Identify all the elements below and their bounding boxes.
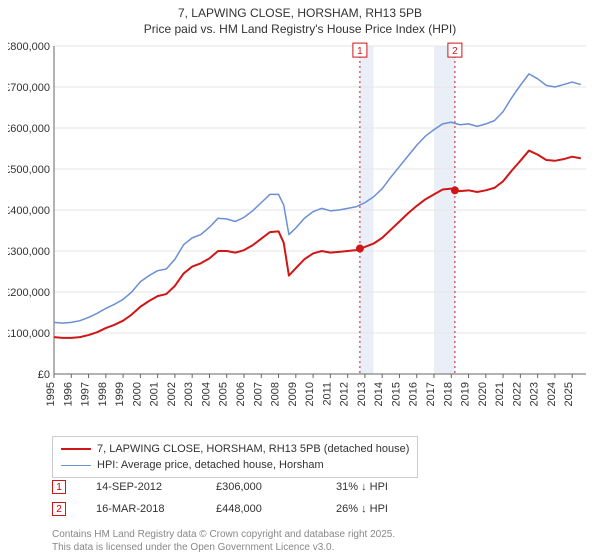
svg-text:2: 2	[452, 46, 458, 57]
svg-text:2016: 2016	[408, 382, 420, 406]
sale-badge-2: 2	[52, 502, 66, 516]
sale-row-1: 1 14-SEP-2012 £306,000 31% ↓ HPI	[52, 480, 582, 494]
title-line1: 7, LAPWING CLOSE, HORSHAM, RH13 5PB	[0, 6, 600, 22]
chart: £0 £100,000 £200,000 £300,000 £400,000 £500,0…	[8, 40, 592, 430]
sale-date-1: 14-SEP-2012	[96, 481, 216, 493]
svg-text:£700,000: £700,000	[8, 82, 50, 94]
svg-text:2014: 2014	[373, 382, 385, 406]
svg-text:2010: 2010	[304, 382, 316, 406]
svg-text:2024: 2024	[546, 382, 558, 406]
svg-text:2003: 2003	[183, 382, 195, 406]
svg-text:1: 1	[357, 46, 363, 57]
svg-text:2023: 2023	[529, 382, 541, 406]
svg-text:2000: 2000	[131, 382, 143, 406]
sale-price-2: £448,000	[216, 503, 336, 515]
svg-text:2013: 2013	[356, 382, 368, 406]
legend-label: 7, LAPWING CLOSE, HORSHAM, RH13 5PB (det…	[97, 443, 409, 455]
svg-text:2001: 2001	[149, 382, 161, 406]
svg-text:2004: 2004	[200, 382, 212, 406]
svg-text:£300,000: £300,000	[8, 246, 50, 258]
legend-label: HPI: Average price, detached house, Hors…	[97, 459, 324, 471]
svg-text:1995: 1995	[45, 382, 57, 406]
svg-text:1999: 1999	[114, 382, 126, 406]
svg-text:£800,000: £800,000	[8, 41, 50, 53]
svg-text:2002: 2002	[166, 382, 178, 406]
chart-title: 7, LAPWING CLOSE, HORSHAM, RH13 5PB Pric…	[0, 0, 600, 37]
sale-price-1: £306,000	[216, 481, 336, 493]
footer-line2: This data is licensed under the Open Gov…	[52, 542, 395, 555]
svg-text:£600,000: £600,000	[8, 123, 50, 135]
svg-text:2025: 2025	[563, 382, 575, 406]
svg-text:2009: 2009	[287, 382, 299, 406]
title-line2: Price paid vs. HM Land Registry's House …	[0, 22, 600, 38]
legend-row: 7, LAPWING CLOSE, HORSHAM, RH13 5PB (det…	[61, 441, 409, 457]
legend-swatch	[61, 465, 91, 466]
svg-text:2015: 2015	[390, 382, 402, 406]
sale-row-2: 2 16-MAR-2018 £448,000 26% ↓ HPI	[52, 502, 582, 516]
svg-text:£100,000: £100,000	[8, 328, 50, 340]
svg-text:£400,000: £400,000	[8, 205, 50, 217]
svg-text:2011: 2011	[321, 382, 333, 406]
svg-text:2019: 2019	[460, 382, 472, 406]
svg-text:£500,000: £500,000	[8, 164, 50, 176]
sale-date-2: 16-MAR-2018	[96, 503, 216, 515]
svg-text:2018: 2018	[442, 382, 454, 406]
svg-text:2017: 2017	[425, 382, 437, 406]
svg-text:2012: 2012	[339, 382, 351, 406]
svg-text:2008: 2008	[270, 382, 282, 406]
sale-badge-1: 1	[52, 480, 66, 494]
footer-line1: Contains HM Land Registry data © Crown c…	[52, 529, 395, 542]
svg-text:£0: £0	[38, 369, 50, 381]
svg-text:2005: 2005	[218, 382, 230, 406]
legend: 7, LAPWING CLOSE, HORSHAM, RH13 5PB (det…	[52, 436, 418, 478]
svg-text:£200,000: £200,000	[8, 287, 50, 299]
svg-text:1998: 1998	[97, 382, 109, 406]
svg-text:1997: 1997	[80, 382, 92, 406]
legend-swatch	[61, 448, 91, 450]
footer: Contains HM Land Registry data © Crown c…	[52, 529, 395, 554]
legend-row: HPI: Average price, detached house, Hors…	[61, 457, 409, 473]
svg-text:2022: 2022	[511, 382, 523, 406]
svg-text:2006: 2006	[235, 382, 247, 406]
svg-text:2007: 2007	[252, 382, 264, 406]
svg-text:2021: 2021	[494, 382, 506, 406]
sale-diff-1: 31% ↓ HPI	[336, 481, 456, 493]
svg-text:1996: 1996	[62, 382, 74, 406]
chart-svg: £0 £100,000 £200,000 £300,000 £400,000 £500,0…	[8, 40, 592, 430]
sale-diff-2: 26% ↓ HPI	[336, 503, 456, 515]
svg-text:2020: 2020	[477, 382, 489, 406]
